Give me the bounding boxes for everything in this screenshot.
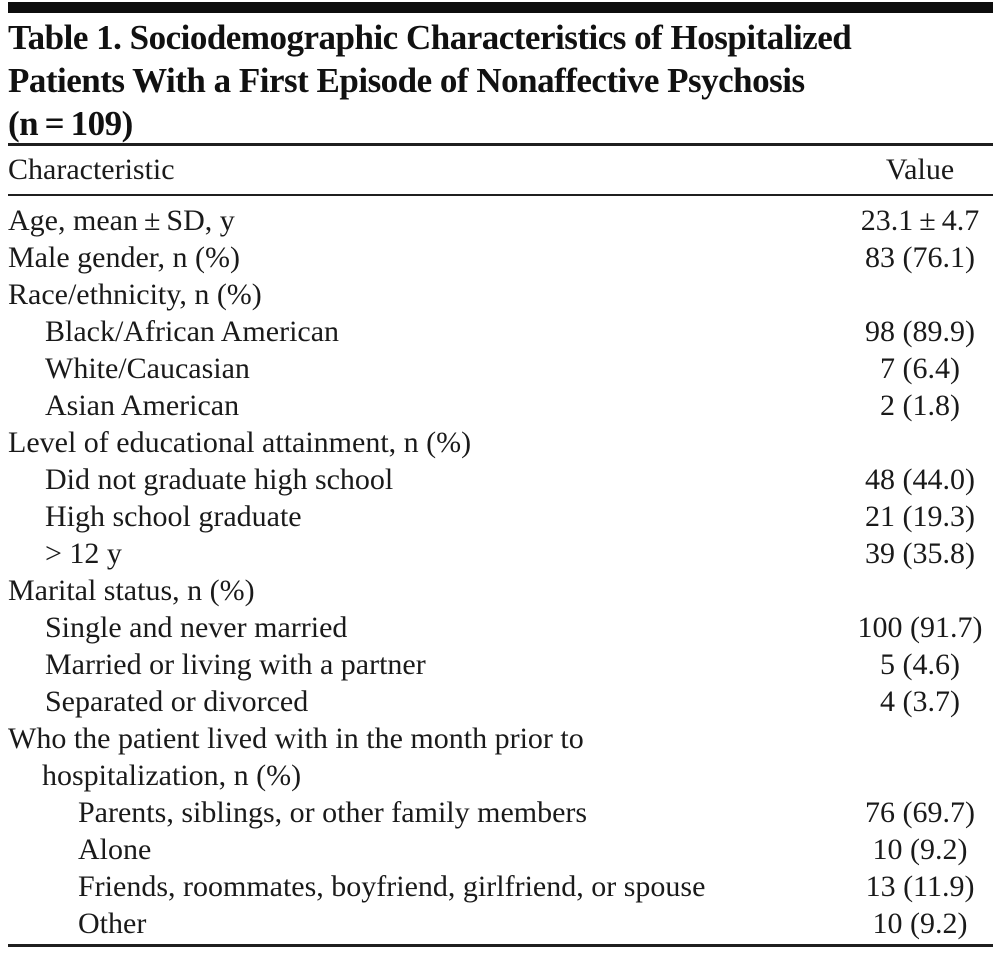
characteristic-cell: Black/African American: [45, 315, 340, 348]
value-cell: 10 (9.2): [872, 833, 968, 866]
characteristic-cell: Alone: [78, 833, 152, 866]
value-cell: 83 (76.1): [865, 241, 975, 274]
characteristic-cell: Who the patient lived with in the month …: [8, 722, 584, 792]
value-cell: 76 (69.7): [865, 796, 975, 829]
table-row: Marital status, n (%): [8, 572, 993, 609]
column-header-characteristic: Characteristic: [8, 153, 175, 186]
characteristic-cell: Marital status, n (%): [8, 574, 255, 607]
characteristic-cell: Level of educational attainment, n (%): [8, 426, 472, 459]
table-row: High school graduate 21 (19.3): [8, 498, 993, 535]
value-cell: [847, 572, 993, 609]
characteristic-cell: Single and never married: [45, 611, 348, 644]
characteristic-cell: Married or living with a partner: [45, 648, 426, 681]
table-row: Age, mean ± SD, y 23.1 ± 4.7: [8, 202, 993, 239]
characteristic-cell: Male gender, n (%): [8, 241, 241, 274]
table-header-row: Characteristic Value: [8, 147, 993, 193]
value-cell: 7 (6.4): [880, 352, 960, 385]
table-row: Did not graduate high school 48 (44.0): [8, 461, 993, 498]
table-row: Black/African American 98 (89.9): [8, 313, 993, 350]
table-row: Asian American 2 (1.8): [8, 387, 993, 424]
table-row: Male gender, n (%) 83 (76.1): [8, 239, 993, 276]
table-title: Table 1. Sociodemographic Characteristic…: [8, 18, 852, 143]
table-row: Race/ethnicity, n (%): [8, 276, 993, 313]
value-cell: 100 (91.7): [857, 611, 983, 644]
value-cell: 21 (19.3): [865, 500, 975, 533]
characteristic-cell: Parents, siblings, or other family membe…: [78, 796, 588, 829]
column-header-value: Value: [885, 153, 955, 186]
table-row: Who the patient lived with in the month …: [8, 720, 993, 794]
value-cell: 39 (35.8): [865, 537, 975, 570]
bottom-rule: [8, 944, 993, 947]
table-row: Friends, roommates, boyfriend, girlfrien…: [8, 868, 993, 905]
characteristic-cell: White/Caucasian: [45, 352, 250, 385]
characteristic-cell: Age, mean ± SD, y: [8, 204, 235, 237]
characteristic-cell: Did not graduate high school: [45, 463, 394, 496]
table-row: Alone 10 (9.2): [8, 831, 993, 868]
characteristic-cell: > 12 y: [45, 537, 122, 570]
value-cell: 13 (11.9): [865, 870, 975, 903]
value-cell: 48 (44.0): [865, 463, 975, 496]
header-divider: [8, 194, 993, 196]
characteristic-cell: Other: [78, 907, 147, 940]
value-cell: [847, 720, 993, 794]
value-cell: [847, 276, 993, 313]
value-cell: 5 (4.6): [880, 648, 960, 681]
value-cell: 98 (89.9): [865, 315, 975, 348]
value-cell: 23.1 ± 4.7: [860, 204, 980, 237]
table-row: White/Caucasian 7 (6.4): [8, 350, 993, 387]
table-row: Level of educational attainment, n (%): [8, 424, 993, 461]
characteristic-cell: High school graduate: [45, 500, 302, 533]
value-cell: 2 (1.8): [880, 389, 960, 422]
table-row: Married or living with a partner 5 (4.6): [8, 646, 993, 683]
value-cell: 10 (9.2): [872, 907, 968, 940]
table-row: > 12 y 39 (35.8): [8, 535, 993, 572]
table-row: Parents, siblings, or other family membe…: [8, 794, 993, 831]
value-cell: 4 (3.7): [880, 685, 960, 718]
characteristic-cell: Friends, roommates, boyfriend, girlfrien…: [78, 870, 706, 903]
table-body: Age, mean ± SD, y 23.1 ± 4.7 Male gender, …: [8, 202, 993, 942]
table-row: Separated or divorced 4 (3.7): [8, 683, 993, 720]
title-divider: [8, 143, 993, 146]
characteristic-cell: Separated or divorced: [45, 685, 309, 718]
table-row: Other 10 (9.2): [8, 905, 993, 942]
value-cell: [847, 424, 993, 461]
table-row: Single and never married 100 (91.7): [8, 609, 993, 646]
table-top-rule: [8, 2, 993, 13]
characteristic-cell: Race/ethnicity, n (%): [8, 278, 262, 311]
characteristic-cell: Asian American: [45, 389, 240, 422]
